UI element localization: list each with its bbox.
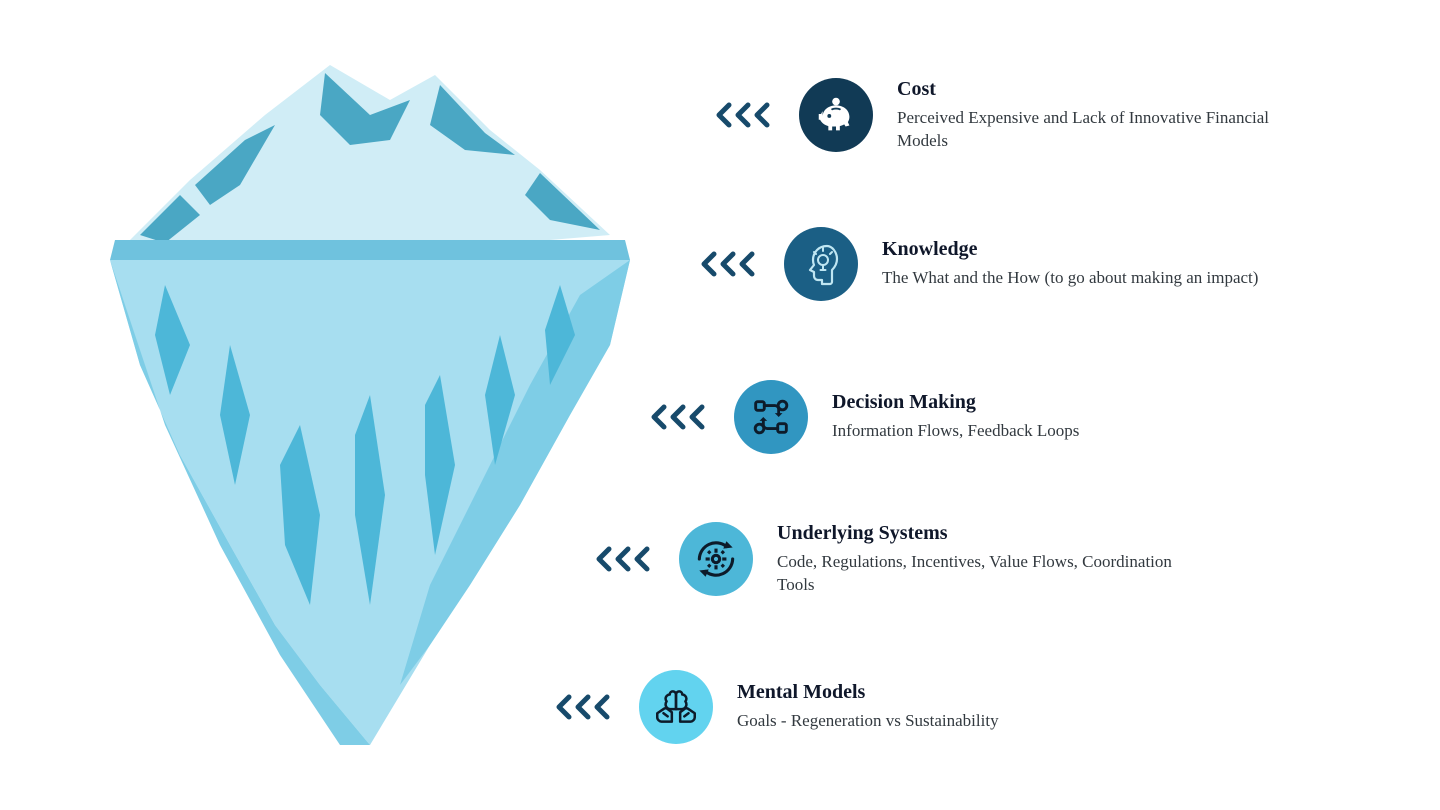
item-mental: Mental Models Goals - Regeneration vs Su… (555, 670, 999, 744)
chevrons-icon (595, 546, 659, 572)
item-desc: Code, Regulations, Incentives, Value Flo… (777, 551, 1197, 597)
item-title: Decision Making (832, 391, 1079, 414)
hands-brain-icon (639, 670, 713, 744)
item-title: Underlying Systems (777, 522, 1197, 545)
head-bulb-icon (784, 227, 858, 301)
chevrons-icon (700, 251, 764, 277)
item-desc: Information Flows, Feedback Loops (832, 420, 1079, 443)
chevrons-icon (715, 102, 779, 128)
item-knowledge: Knowledge The What and the How (to go ab… (700, 227, 1258, 301)
item-title: Mental Models (737, 681, 999, 704)
item-text: Cost Perceived Expensive and Lack of Inn… (897, 78, 1317, 153)
chevrons-icon (555, 694, 619, 720)
item-decision: Decision Making Information Flows, Feedb… (650, 380, 1079, 454)
item-desc: Goals - Regeneration vs Sustainability (737, 710, 999, 733)
piggy-icon (799, 78, 873, 152)
chevrons-icon (650, 404, 714, 430)
item-title: Knowledge (882, 238, 1258, 261)
flow-icon (734, 380, 808, 454)
item-cost: Cost Perceived Expensive and Lack of Inn… (715, 78, 1317, 153)
item-desc: The What and the How (to go about making… (882, 267, 1258, 290)
infographic-canvas: Cost Perceived Expensive and Lack of Inn… (0, 0, 1440, 810)
item-desc: Perceived Expensive and Lack of Innovati… (897, 107, 1317, 153)
item-text: Knowledge The What and the How (to go ab… (882, 238, 1258, 290)
gear-cycle-icon (679, 522, 753, 596)
item-systems: Underlying Systems Code, Regulations, In… (595, 522, 1197, 597)
item-text: Mental Models Goals - Regeneration vs Su… (737, 681, 999, 733)
item-text: Underlying Systems Code, Regulations, In… (777, 522, 1197, 597)
iceberg-illustration (70, 45, 670, 765)
item-title: Cost (897, 78, 1317, 101)
item-text: Decision Making Information Flows, Feedb… (832, 391, 1079, 443)
